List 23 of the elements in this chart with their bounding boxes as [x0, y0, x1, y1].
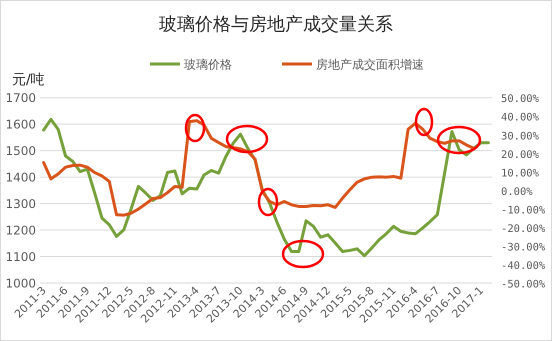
legend-label: 玻璃价格	[184, 58, 232, 72]
y-tick-label: 1000	[5, 276, 36, 290]
y-tick-label: 1300	[5, 197, 36, 212]
y-axis-title: 元/吨	[12, 72, 45, 88]
y-tick-label: 1700	[5, 91, 36, 106]
y-tick-label: 1600	[5, 118, 36, 132]
y2-tick-label: 0.00%	[501, 186, 534, 198]
y-tick-label: 1500	[5, 144, 36, 158]
legend-label: 房地产成交面积增速	[316, 58, 424, 72]
y2-tick-label: 20.00%	[501, 148, 540, 161]
y-tick-label: 1100	[5, 250, 36, 264]
y2-tick-label: -50.00%	[501, 278, 546, 290]
y2-tick-label: -20.00%	[501, 222, 546, 235]
y2-tick-label: 10.00%	[501, 167, 540, 180]
y-tick-label: 1200	[5, 224, 36, 238]
y2-tick-label: 50.00%	[501, 93, 540, 106]
y2-tick-label: -40.00%	[501, 260, 546, 272]
y2-tick-label: -30.00%	[501, 241, 546, 254]
y-tick-label: 1400	[5, 170, 36, 185]
y2-tick-label: -10.00%	[501, 204, 546, 216]
y2-tick-label: 30.00%	[501, 130, 540, 142]
y2-tick-label: 40.00%	[501, 112, 540, 124]
chart-title: 玻璃价格与房地产成交量关系	[159, 14, 393, 35]
